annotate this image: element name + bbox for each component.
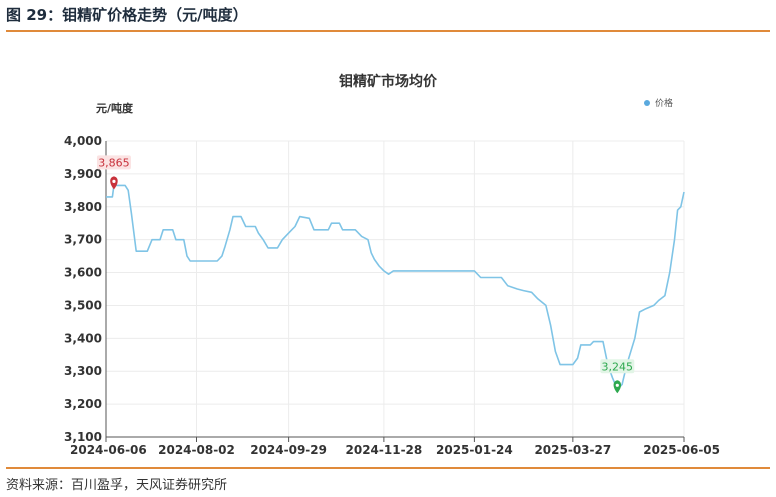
min-value-label: 3,245 (602, 360, 634, 373)
bottom-rule (6, 467, 770, 469)
line-chart: 钼精矿市场均价 元/吨度 价格 3,100 3,200 3,300 3,400 3,50… (64, 73, 720, 457)
y-tick-label: 3,600 (64, 266, 102, 280)
y-tick-label: 3,300 (64, 364, 102, 378)
y-tick-label: 3,100 (64, 430, 102, 444)
y-tick-label: 3,800 (64, 200, 102, 214)
source-note: 资料来源：百川盈孚，天风证券研究所 (6, 478, 228, 493)
legend-label[interactable]: 价格 (655, 97, 673, 109)
max-value-label: 3,865 (98, 156, 130, 169)
x-tick-label: 2024-06-06 (70, 443, 147, 457)
x-axis-ticks: 2024-06-06 2024-08-02 2024-09-29 2024-11-28… (70, 141, 720, 457)
y-tick-label: 3,500 (64, 298, 102, 312)
x-tick-label: 2024-08-02 (158, 443, 235, 457)
top-rule (6, 30, 770, 32)
y-tick-label: 4,000 (64, 134, 102, 148)
y-tick-label: 3,700 (64, 233, 102, 247)
x-tick-label: 2024-11-28 (346, 443, 423, 457)
grid-lines (105, 140, 685, 438)
max-annotation: 3,865 (96, 155, 131, 190)
x-tick-label: 2025-03-27 (534, 443, 611, 457)
series-line-price (106, 184, 685, 391)
y-axis-ticks: 3,100 3,200 3,300 3,400 3,500 3,600 3,700 3,800… (64, 134, 102, 444)
y-tick-label: 3,400 (64, 331, 102, 345)
x-tick-label: 2024-09-29 (250, 443, 327, 457)
min-annotation: 3,245 (600, 359, 635, 394)
y-tick-label: 3,900 (64, 167, 102, 181)
figure-title: 图 29：钼精矿价格走势（元/吨度） (6, 6, 248, 24)
min-label-box (600, 359, 635, 374)
series-layer (106, 184, 685, 391)
annotation-layer: 3,865 3,245 (96, 155, 635, 394)
x-tick-label: 2025-06-05 (643, 443, 720, 457)
legend-marker (644, 100, 650, 106)
x-tick-label: 2025-01-24 (436, 443, 513, 457)
max-pin-dot (112, 179, 116, 183)
min-pin-dot (615, 383, 619, 387)
chart-title: 钼精矿市场均价 (339, 73, 438, 90)
y-tick-label: 3,200 (64, 397, 102, 411)
max-label-box (96, 155, 131, 170)
y-axis-unit: 元/吨度 (96, 101, 134, 115)
